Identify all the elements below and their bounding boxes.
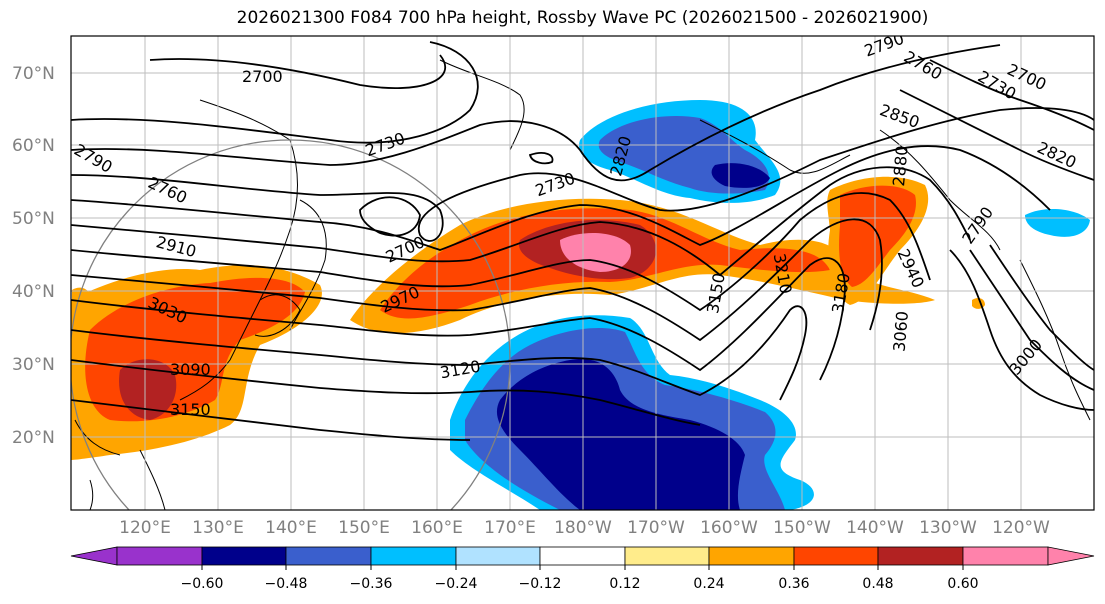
latitude-labels: 70°N 60°N 50°N 40°N 30°N 20°N bbox=[12, 64, 55, 448]
lon-label: 120°W bbox=[992, 518, 1050, 538]
contour-label: 3060 bbox=[890, 310, 912, 352]
lon-label: 130°E bbox=[192, 518, 244, 538]
colorbar-segment bbox=[624, 546, 710, 566]
lon-label: 170°E bbox=[484, 518, 536, 538]
lat-label: 70°N bbox=[12, 64, 55, 84]
colorbar-segment bbox=[708, 546, 795, 566]
positive-anomaly-region bbox=[560, 233, 631, 272]
colorbar-segment bbox=[962, 546, 1049, 566]
colorbar-segment bbox=[455, 546, 541, 566]
lon-label: 120°E bbox=[119, 518, 171, 538]
colorbar-segment bbox=[877, 546, 964, 566]
colorbar-tick-label: 0.60 bbox=[947, 576, 978, 592]
colorbar bbox=[70, 546, 1095, 566]
colorbar-segment bbox=[201, 546, 287, 566]
lat-label: 20°N bbox=[12, 428, 55, 448]
colorbar-tick-label: −0.12 bbox=[519, 576, 562, 592]
colorbar-segment bbox=[539, 546, 626, 566]
colorbar-tick-label: 0.24 bbox=[693, 576, 724, 592]
lon-label: 160°W bbox=[700, 518, 758, 538]
negative-anomaly-region bbox=[496, 359, 745, 510]
colorbar-tick-label: 0.48 bbox=[862, 576, 893, 592]
lat-label: 50°N bbox=[12, 209, 55, 229]
colorbar-extend-low bbox=[70, 546, 118, 566]
contour-label: 3150 bbox=[170, 400, 211, 419]
lon-label: 150°E bbox=[338, 518, 390, 538]
colorbar-tick-label: 0.12 bbox=[609, 576, 640, 592]
lat-label: 30°N bbox=[12, 355, 55, 375]
range-circle bbox=[71, 139, 511, 510]
contour-label: 2700 bbox=[242, 67, 283, 86]
lon-label: 170°W bbox=[627, 518, 685, 538]
colorbar-segment bbox=[370, 546, 457, 566]
colorbar-tick-labels: −0.60 −0.48 −0.36 −0.24 −0.12 0.12 0.24 … bbox=[181, 576, 979, 592]
lat-label: 40°N bbox=[12, 282, 55, 302]
positive-anomaly-region bbox=[119, 359, 177, 420]
colorbar-tick-label: −0.36 bbox=[350, 576, 393, 592]
lon-label: 140°E bbox=[265, 518, 317, 538]
colorbar-tick-label: −0.60 bbox=[181, 576, 224, 592]
lon-label: 130°W bbox=[919, 518, 977, 538]
coastlines bbox=[74, 59, 1091, 510]
height-contours bbox=[71, 41, 1094, 441]
lon-label: 140°W bbox=[846, 518, 904, 538]
map-title: 2026021300 F084 700 hPa height, Rossby W… bbox=[236, 8, 929, 28]
lon-label: 150°W bbox=[773, 518, 831, 538]
lon-label: 180°W bbox=[554, 518, 612, 538]
colorbar-extend-high bbox=[1047, 546, 1095, 566]
negative-anomaly-region bbox=[1025, 208, 1090, 237]
colorbar-tick-label: −0.48 bbox=[265, 576, 308, 592]
lon-label: 160°E bbox=[411, 518, 463, 538]
positive-anomaly-region bbox=[839, 185, 916, 287]
lat-label: 60°N bbox=[12, 136, 55, 156]
colorbar-segment bbox=[285, 546, 372, 566]
contour-label: 2880 bbox=[889, 145, 911, 187]
colorbar-ticks bbox=[201, 565, 964, 570]
map-content: 2700 2730 2730 2760 2790 2820 2850 2820 … bbox=[71, 36, 1094, 510]
contour-label: 3090 bbox=[170, 360, 211, 379]
negative-anomaly-region bbox=[711, 163, 770, 188]
positive-anomaly-region bbox=[72, 287, 92, 319]
colorbar-tick-label: −0.24 bbox=[435, 576, 478, 592]
colorbar-segment bbox=[793, 546, 879, 566]
colorbar-segment bbox=[116, 546, 203, 566]
map-frame bbox=[70, 35, 1095, 511]
longitude-labels: 120°E 130°E 140°E 150°E 160°E 170°E 180°… bbox=[119, 518, 1050, 538]
colorbar-tick-label: 0.36 bbox=[778, 576, 809, 592]
